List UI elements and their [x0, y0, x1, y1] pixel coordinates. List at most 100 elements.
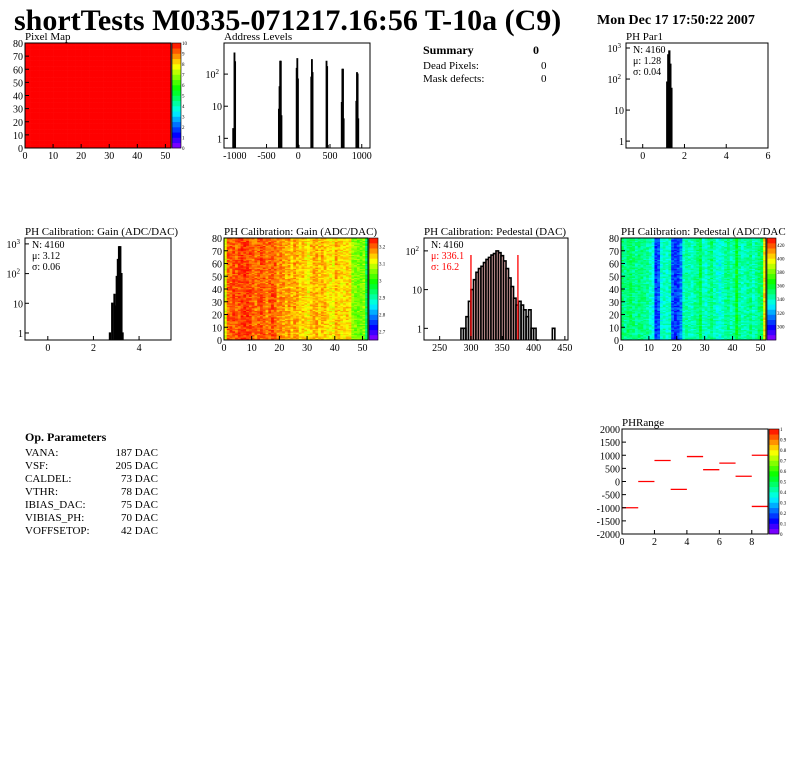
- map-cell: [69, 56, 74, 58]
- map-cell: [134, 99, 138, 102]
- map-cell: [151, 71, 155, 74]
- map-cell: [137, 81, 141, 83]
- map-cell: [47, 138, 51, 141]
- map-cell: [154, 58, 158, 61]
- map-cell: [39, 123, 43, 125]
- map-cell: [81, 82, 85, 84]
- map-cell: [27, 92, 31, 95]
- map-cell: [154, 112, 158, 115]
- map-cell: [55, 117, 59, 120]
- map-cell: [69, 109, 74, 112]
- map-cell: [86, 112, 90, 115]
- map-cell: [148, 64, 152, 66]
- map-cell: [114, 57, 118, 60]
- map-cell: [156, 141, 161, 144]
- map-cell: [159, 146, 163, 149]
- map-cell: [69, 52, 74, 54]
- map-cell: [55, 79, 59, 82]
- map-cell: [95, 138, 99, 141]
- map-cell: [137, 115, 141, 117]
- map-cell: [75, 71, 79, 74]
- map-cell: [103, 66, 107, 69]
- map-cell: [41, 138, 45, 141]
- map-cell: [100, 67, 104, 70]
- map-cell: [92, 123, 96, 125]
- map-cell: [109, 142, 113, 145]
- map-cell: [128, 123, 132, 125]
- map-cell: [33, 75, 37, 78]
- map-cell: [53, 106, 57, 108]
- map-cell: [148, 45, 152, 48]
- map-cell: [103, 102, 107, 104]
- map-cell: [145, 142, 149, 145]
- map-cell: [78, 56, 82, 58]
- map-cell: [123, 83, 127, 86]
- map-cell: [140, 52, 144, 54]
- map-cell: [47, 121, 51, 124]
- map-cell: [50, 145, 54, 147]
- map-cell: [95, 83, 99, 86]
- map-cell: [83, 77, 88, 79]
- map-cell: [64, 108, 68, 111]
- map-cell: [41, 98, 45, 100]
- map-cell: [106, 74, 110, 77]
- map-cell: [55, 49, 59, 52]
- map-cell: [137, 52, 141, 54]
- map-cell: [145, 73, 149, 75]
- map-cell: [27, 62, 31, 65]
- map-cell: [117, 83, 121, 86]
- map-cell: [154, 108, 158, 111]
- map-cell: [145, 109, 149, 112]
- map-cell: [69, 92, 74, 95]
- map-cell: [137, 123, 141, 125]
- map-cell: [61, 136, 65, 138]
- map-cell: [47, 82, 51, 84]
- map-cell: [156, 79, 161, 82]
- x-tick-label: 4: [724, 151, 729, 162]
- map-cell: [50, 99, 54, 102]
- map-cell: [92, 120, 96, 123]
- map-cell: [95, 57, 99, 60]
- map-cell: [123, 142, 127, 145]
- map-cell: [106, 50, 110, 53]
- map-cell: [134, 83, 138, 86]
- map-cell: [83, 117, 88, 120]
- map-cell: [67, 44, 71, 46]
- map-cell: [159, 127, 163, 129]
- map-cell: [123, 86, 127, 88]
- map-cell: [106, 96, 110, 99]
- map-cell: [137, 43, 141, 45]
- map-cell: [117, 67, 121, 70]
- map-cell: [36, 102, 40, 104]
- map-cell: [86, 82, 90, 84]
- map-cell: [58, 58, 62, 61]
- map-cell: [47, 77, 51, 79]
- map-cell: [159, 134, 163, 137]
- map-cell: [89, 61, 93, 63]
- map-cell: [131, 99, 135, 102]
- map-cell: [64, 99, 68, 102]
- map-cell: [69, 116, 74, 119]
- map-cell: [114, 62, 118, 65]
- map-cell: [112, 52, 116, 54]
- map-cell: [126, 145, 130, 147]
- map-cell: [140, 140, 144, 142]
- map-cell: [58, 61, 62, 63]
- map-cell: [61, 90, 65, 92]
- map-cell: [72, 142, 76, 145]
- map-cell: [128, 67, 132, 70]
- map-cell: [81, 66, 85, 69]
- map-cell: [83, 141, 88, 144]
- map-cell: [27, 142, 31, 145]
- colorbar-cell: [172, 79, 181, 86]
- map-cell: [134, 117, 138, 120]
- map-cell: [86, 120, 90, 123]
- map-cell: [81, 112, 85, 115]
- map-cell: [140, 61, 144, 63]
- map-cell: [75, 85, 79, 87]
- map-cell: [100, 96, 104, 99]
- map-cell: [58, 75, 62, 78]
- map-cell: [154, 62, 158, 65]
- map-cell: [154, 57, 158, 60]
